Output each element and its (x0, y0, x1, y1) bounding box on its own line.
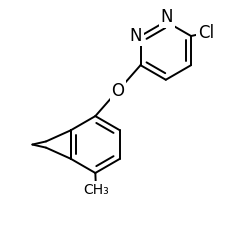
Text: O: O (112, 82, 124, 100)
Text: CH₃: CH₃ (83, 182, 109, 197)
Text: N: N (130, 26, 142, 45)
Text: Cl: Cl (198, 23, 214, 42)
Text: N: N (160, 8, 173, 26)
